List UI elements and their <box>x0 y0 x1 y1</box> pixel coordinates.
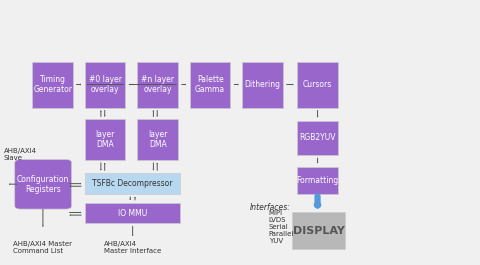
Text: Timing
Generator: Timing Generator <box>33 75 72 94</box>
Text: Palette
Gamma: Palette Gamma <box>195 75 225 94</box>
FancyBboxPatch shape <box>292 213 345 249</box>
Text: AHB/AXI4
Master Interface: AHB/AXI4 Master Interface <box>104 241 161 254</box>
FancyBboxPatch shape <box>85 203 180 223</box>
Text: Configuration
Registers: Configuration Registers <box>17 175 69 194</box>
FancyBboxPatch shape <box>137 62 178 108</box>
FancyBboxPatch shape <box>33 62 73 108</box>
Text: #0 layer
overlay: #0 layer overlay <box>89 75 122 94</box>
Text: Cursors: Cursors <box>303 80 332 89</box>
Text: RGB2YUV: RGB2YUV <box>300 133 336 142</box>
Text: Formatting: Formatting <box>297 176 339 185</box>
FancyBboxPatch shape <box>137 120 178 160</box>
FancyBboxPatch shape <box>85 120 125 160</box>
FancyBboxPatch shape <box>297 167 338 194</box>
Text: AHB/AXI4 Master
Command List: AHB/AXI4 Master Command List <box>13 241 72 254</box>
FancyBboxPatch shape <box>297 62 338 108</box>
Text: #n layer
overlay: #n layer overlay <box>141 75 174 94</box>
Text: MIPI
LVDS
Serial
Parallel
YUV: MIPI LVDS Serial Parallel YUV <box>269 210 294 244</box>
FancyBboxPatch shape <box>85 62 125 108</box>
FancyBboxPatch shape <box>242 62 283 108</box>
FancyBboxPatch shape <box>297 121 338 155</box>
FancyBboxPatch shape <box>85 173 180 194</box>
Text: Dithering: Dithering <box>245 80 281 89</box>
Text: DISPLAY: DISPLAY <box>293 226 345 236</box>
Text: layer
DMA: layer DMA <box>148 130 168 149</box>
Text: IO MMU: IO MMU <box>118 209 147 218</box>
Text: AHB/AXI4
Slave: AHB/AXI4 Slave <box>4 148 37 161</box>
Text: Interfaces:: Interfaces: <box>250 203 290 212</box>
Text: TSFBc Decompressor: TSFBc Decompressor <box>92 179 173 188</box>
Text: layer
DMA: layer DMA <box>96 130 115 149</box>
FancyBboxPatch shape <box>190 62 230 108</box>
FancyBboxPatch shape <box>15 160 72 209</box>
